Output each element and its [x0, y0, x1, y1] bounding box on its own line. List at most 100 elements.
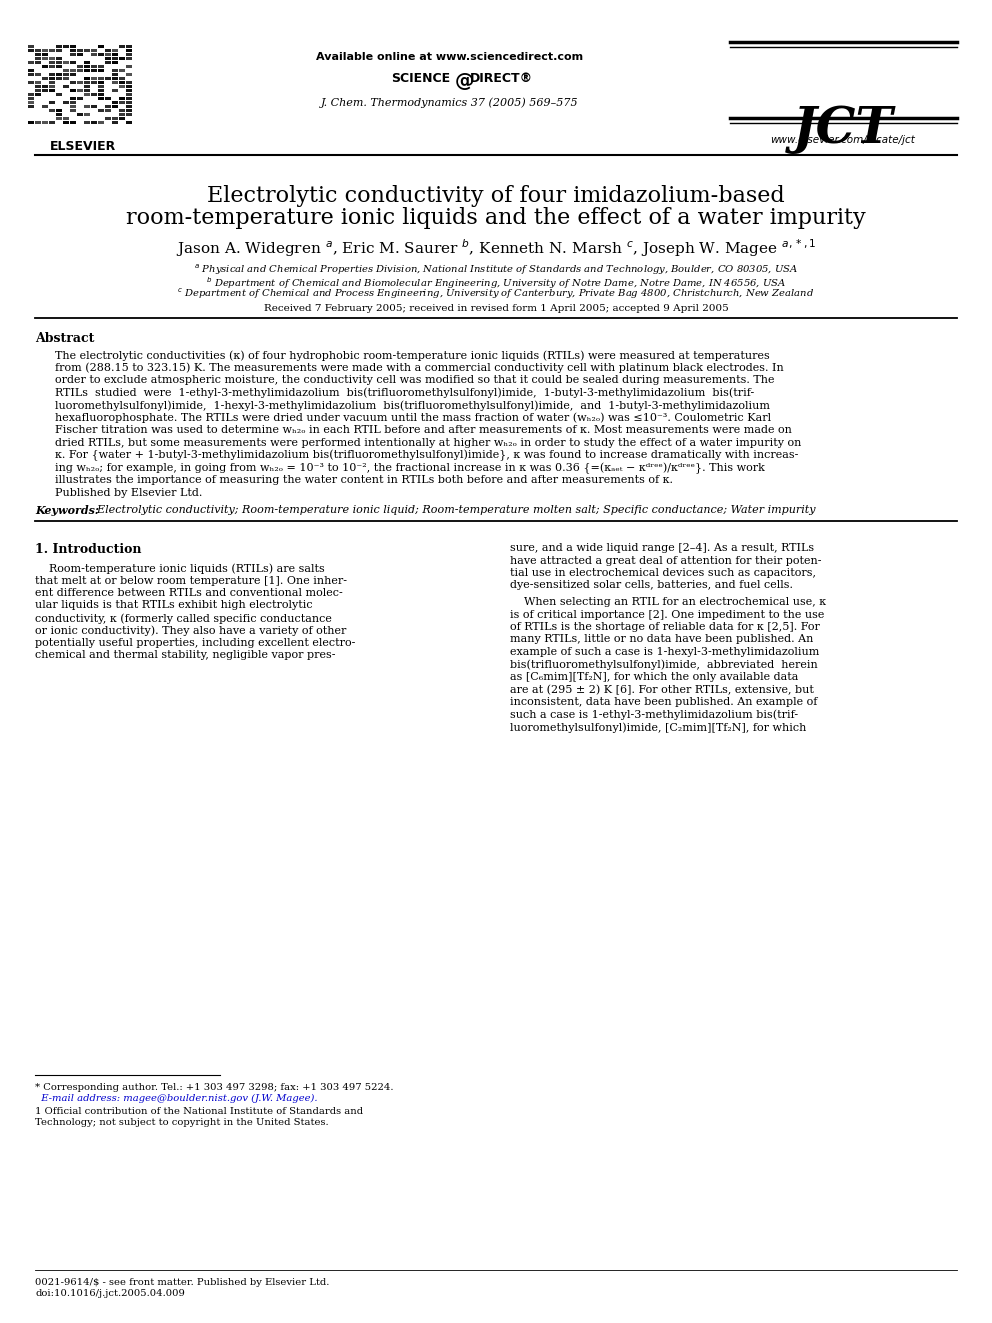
Text: order to exclude atmospheric moisture, the conductivity cell was modified so tha: order to exclude atmospheric moisture, t…: [55, 374, 775, 385]
Bar: [70, 61, 76, 64]
Bar: [63, 69, 69, 71]
Text: Available online at www.sciencedirect.com: Available online at www.sciencedirect.co…: [316, 52, 583, 62]
Bar: [28, 45, 34, 48]
Bar: [126, 97, 132, 101]
Bar: [63, 45, 69, 48]
Bar: [98, 85, 104, 89]
Bar: [105, 108, 111, 112]
Bar: [49, 81, 55, 83]
Bar: [98, 81, 104, 83]
Bar: [77, 65, 83, 67]
Bar: [56, 93, 62, 97]
Bar: [126, 89, 132, 93]
Text: tial use in electrochemical devices such as capacitors,: tial use in electrochemical devices such…: [510, 568, 816, 578]
Bar: [84, 65, 90, 67]
Text: such a case is 1-ethyl-3-methylimidazolium bis(trif-: such a case is 1-ethyl-3-methylimidazoli…: [510, 709, 799, 720]
Text: JCT: JCT: [793, 105, 894, 153]
Bar: [35, 57, 41, 60]
Bar: [56, 112, 62, 116]
Bar: [49, 89, 55, 93]
Bar: [119, 97, 125, 101]
Text: @: @: [455, 71, 474, 91]
Text: that melt at or below room temperature [1]. One inher-: that melt at or below room temperature […: [35, 576, 347, 586]
Text: Received 7 February 2005; received in revised form 1 April 2005; accepted 9 Apri: Received 7 February 2005; received in re…: [264, 304, 728, 314]
Bar: [35, 81, 41, 83]
Bar: [126, 65, 132, 67]
Text: When selecting an RTIL for an electrochemical use, κ: When selecting an RTIL for an electroche…: [510, 597, 826, 607]
Text: ular liquids is that RTILs exhibit high electrolytic: ular liquids is that RTILs exhibit high …: [35, 601, 312, 610]
Bar: [119, 81, 125, 83]
Text: SCIENCE: SCIENCE: [391, 71, 450, 85]
Text: chemical and thermal stability, negligible vapor pres-: chemical and thermal stability, negligib…: [35, 651, 335, 660]
Bar: [84, 93, 90, 97]
Bar: [63, 120, 69, 124]
Bar: [84, 61, 90, 64]
Bar: [35, 61, 41, 64]
Bar: [126, 81, 132, 83]
Bar: [70, 81, 76, 83]
Text: Jason A. Widegren $^a$, Eric M. Saurer $^b$, Kenneth N. Marsh $^c$, Joseph W. Ma: Jason A. Widegren $^a$, Eric M. Saurer $…: [176, 237, 816, 259]
Bar: [49, 77, 55, 79]
Bar: [126, 45, 132, 48]
Bar: [112, 73, 118, 75]
Bar: [84, 105, 90, 108]
Bar: [112, 53, 118, 56]
Bar: [56, 77, 62, 79]
Bar: [63, 77, 69, 79]
Bar: [56, 49, 62, 52]
Bar: [98, 97, 104, 101]
Bar: [112, 61, 118, 64]
Bar: [49, 101, 55, 105]
Bar: [63, 101, 69, 105]
Text: RTILs  studied  were  1-ethyl-3-methylimidazolium  bis(trifluoromethylsulfonyl)i: RTILs studied were 1-ethyl-3-methylimida…: [55, 388, 754, 398]
Bar: [70, 45, 76, 48]
Bar: [119, 112, 125, 116]
Bar: [105, 97, 111, 101]
Bar: [91, 93, 97, 97]
Bar: [63, 61, 69, 64]
Text: $^a$ Physical and Chemical Properties Division, National Institute of Standards : $^a$ Physical and Chemical Properties Di…: [193, 263, 799, 278]
Bar: [105, 53, 111, 56]
Bar: [91, 53, 97, 56]
Bar: [105, 105, 111, 108]
Bar: [49, 61, 55, 64]
Bar: [70, 105, 76, 108]
Bar: [77, 53, 83, 56]
Text: luoromethylsulfonyl)imide,  1-hexyl-3-methylimidazolium  bis(trifluoromethylsulf: luoromethylsulfonyl)imide, 1-hexyl-3-met…: [55, 400, 770, 410]
Bar: [35, 85, 41, 89]
Bar: [105, 57, 111, 60]
Text: doi:10.1016/j.jct.2005.04.009: doi:10.1016/j.jct.2005.04.009: [35, 1289, 185, 1298]
Text: from (288.15 to 323.15) K. The measurements were made with a commercial conducti: from (288.15 to 323.15) K. The measureme…: [55, 363, 784, 373]
Bar: [91, 49, 97, 52]
Text: 1 Official contribution of the National Institute of Standards and: 1 Official contribution of the National …: [35, 1107, 363, 1117]
Text: E-mail address: magee@boulder.nist.gov (J.W. Magee).: E-mail address: magee@boulder.nist.gov (…: [35, 1094, 317, 1103]
Bar: [42, 57, 48, 60]
Text: is of critical importance [2]. One impediment to the use: is of critical importance [2]. One imped…: [510, 610, 824, 619]
Bar: [42, 120, 48, 124]
Bar: [42, 77, 48, 79]
Bar: [56, 45, 62, 48]
Bar: [56, 108, 62, 112]
Bar: [70, 101, 76, 105]
Text: $^b$ Department of Chemical and Biomolecular Engineering, University of Notre Da: $^b$ Department of Chemical and Biomolec…: [206, 275, 786, 291]
Bar: [56, 65, 62, 67]
Text: J. Chem. Thermodynamics 37 (2005) 569–575: J. Chem. Thermodynamics 37 (2005) 569–57…: [321, 97, 578, 107]
Bar: [105, 77, 111, 79]
Bar: [91, 77, 97, 79]
Text: sure, and a wide liquid range [2–4]. As a result, RTILs: sure, and a wide liquid range [2–4]. As …: [510, 542, 814, 553]
Bar: [91, 81, 97, 83]
Bar: [126, 120, 132, 124]
Bar: [42, 65, 48, 67]
Bar: [35, 53, 41, 56]
Text: illustrates the importance of measuring the water content in RTILs both before a: illustrates the importance of measuring …: [55, 475, 673, 486]
Bar: [112, 77, 118, 79]
Bar: [28, 49, 34, 52]
Bar: [28, 81, 34, 83]
Text: κ. For {water + 1-butyl-3-methylimidazolium bis(trifluoromethylsulfonyl)imide}, : κ. For {water + 1-butyl-3-methylimidazol…: [55, 450, 799, 462]
Bar: [98, 77, 104, 79]
Bar: [112, 49, 118, 52]
Bar: [91, 105, 97, 108]
Text: room-temperature ionic liquids and the effect of a water impurity: room-temperature ionic liquids and the e…: [126, 206, 866, 229]
Bar: [70, 120, 76, 124]
Bar: [77, 69, 83, 71]
